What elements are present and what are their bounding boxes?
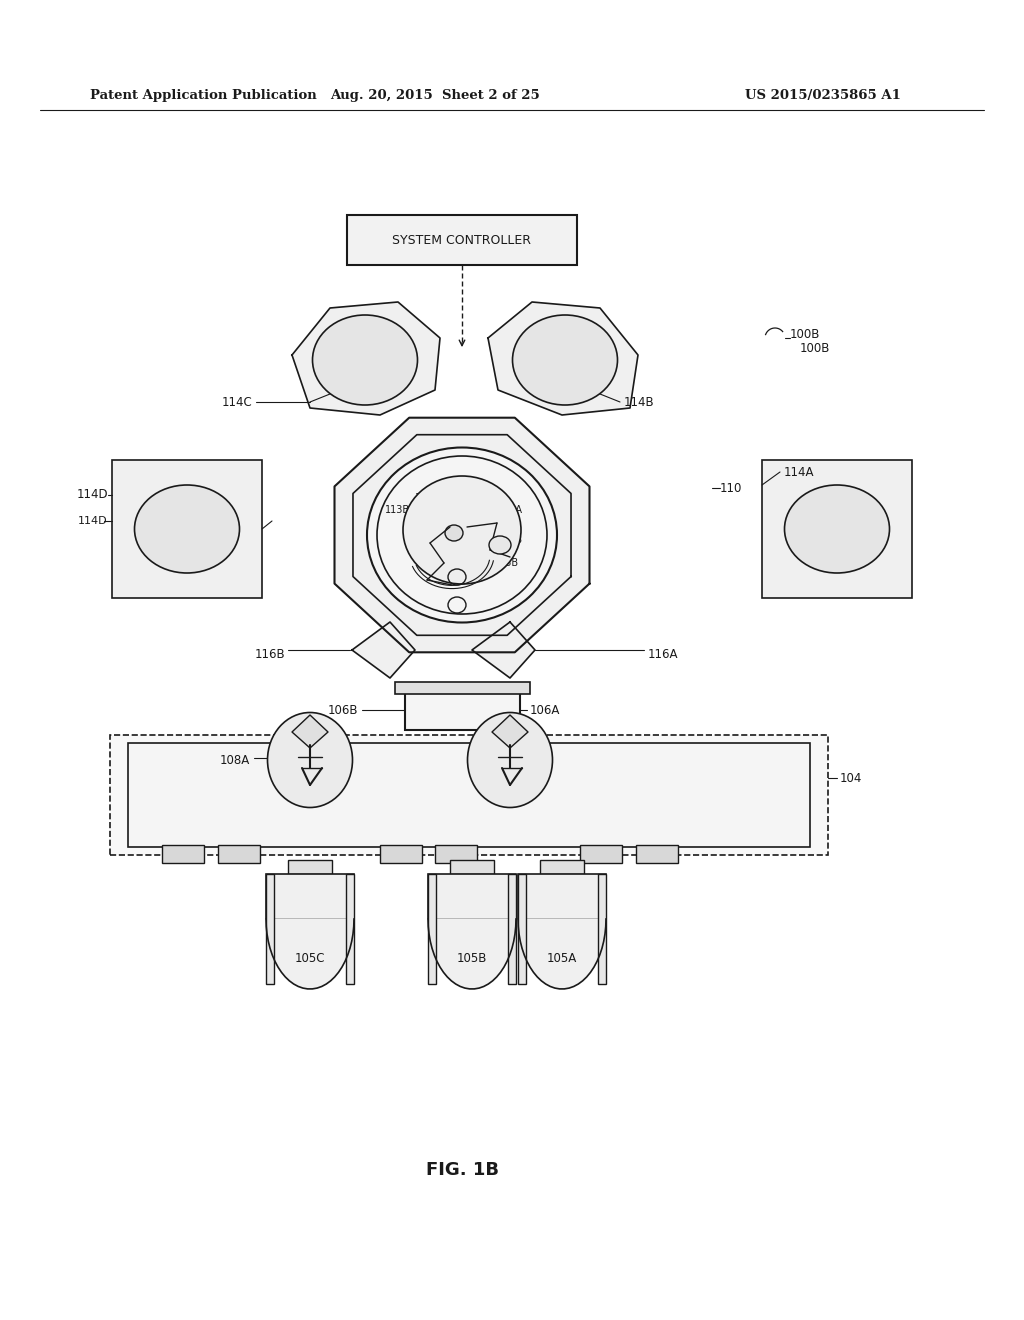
Ellipse shape: [489, 536, 511, 554]
Ellipse shape: [468, 713, 553, 808]
Text: 114D: 114D: [78, 516, 106, 525]
Bar: [598, 874, 606, 983]
Text: 108A: 108A: [220, 754, 250, 767]
Polygon shape: [292, 302, 440, 414]
Text: 113: 113: [440, 515, 459, 525]
Text: 104: 104: [840, 771, 862, 784]
Text: 108B: 108B: [520, 743, 550, 756]
Text: 106B: 106B: [328, 704, 358, 717]
Text: 114C: 114C: [221, 396, 252, 408]
Ellipse shape: [312, 315, 418, 405]
Text: Patent Application Publication: Patent Application Publication: [90, 88, 316, 102]
Polygon shape: [488, 302, 638, 414]
Bar: [406, 690, 520, 730]
Bar: [395, 682, 530, 694]
Bar: [428, 874, 516, 919]
Bar: [110, 735, 828, 855]
Bar: [450, 861, 494, 874]
Bar: [540, 861, 584, 874]
Text: 116B: 116B: [254, 648, 285, 661]
Text: 105B: 105B: [457, 952, 487, 965]
Ellipse shape: [512, 315, 617, 405]
Ellipse shape: [134, 484, 240, 573]
Bar: [218, 845, 260, 863]
Text: SYSTEM CONTROLLER: SYSTEM CONTROLLER: [392, 234, 531, 247]
Text: 113B: 113B: [494, 558, 519, 568]
Bar: [380, 845, 422, 863]
Ellipse shape: [784, 484, 890, 573]
Bar: [508, 874, 516, 983]
Polygon shape: [292, 715, 328, 748]
Ellipse shape: [403, 477, 521, 583]
Ellipse shape: [267, 713, 352, 808]
Polygon shape: [492, 715, 528, 748]
Text: US 2015/0235865 A1: US 2015/0235865 A1: [745, 88, 901, 102]
Polygon shape: [518, 919, 606, 989]
Text: 113A: 113A: [498, 506, 523, 515]
Bar: [435, 845, 477, 863]
Text: 100B: 100B: [790, 329, 820, 342]
Bar: [288, 861, 332, 874]
Text: 113B: 113B: [407, 535, 432, 545]
Ellipse shape: [367, 447, 557, 623]
Bar: [128, 743, 810, 847]
Bar: [266, 874, 354, 919]
Text: FIG. 1B: FIG. 1B: [426, 1162, 499, 1179]
Polygon shape: [266, 919, 354, 989]
Text: 113B: 113B: [498, 535, 523, 545]
Text: 113: 113: [415, 492, 433, 503]
Bar: [518, 874, 606, 919]
Text: 116A: 116A: [648, 648, 679, 661]
Text: 113A: 113A: [497, 525, 522, 535]
Text: 106A: 106A: [530, 704, 560, 717]
Text: 114B: 114B: [624, 396, 654, 408]
Bar: [346, 874, 354, 983]
Polygon shape: [352, 622, 415, 678]
Text: W: W: [457, 480, 467, 490]
Polygon shape: [472, 622, 535, 678]
Bar: [112, 459, 262, 598]
Text: 114A: 114A: [784, 466, 814, 479]
Text: 100B: 100B: [800, 342, 830, 355]
Bar: [636, 845, 678, 863]
Text: 114D: 114D: [77, 488, 108, 502]
Ellipse shape: [445, 525, 463, 541]
Text: 105A: 105A: [547, 952, 578, 965]
Text: 113B: 113B: [385, 506, 411, 515]
Bar: [347, 215, 577, 265]
Bar: [428, 874, 436, 983]
Text: W: W: [469, 492, 479, 502]
Text: 105C: 105C: [295, 952, 326, 965]
Bar: [762, 459, 912, 598]
Bar: [162, 845, 204, 863]
Bar: [266, 874, 274, 983]
Polygon shape: [428, 919, 516, 989]
Text: 110: 110: [720, 482, 742, 495]
Bar: [518, 874, 526, 983]
Bar: [580, 845, 622, 863]
Text: Aug. 20, 2015  Sheet 2 of 25: Aug. 20, 2015 Sheet 2 of 25: [330, 88, 540, 102]
Polygon shape: [335, 417, 590, 652]
